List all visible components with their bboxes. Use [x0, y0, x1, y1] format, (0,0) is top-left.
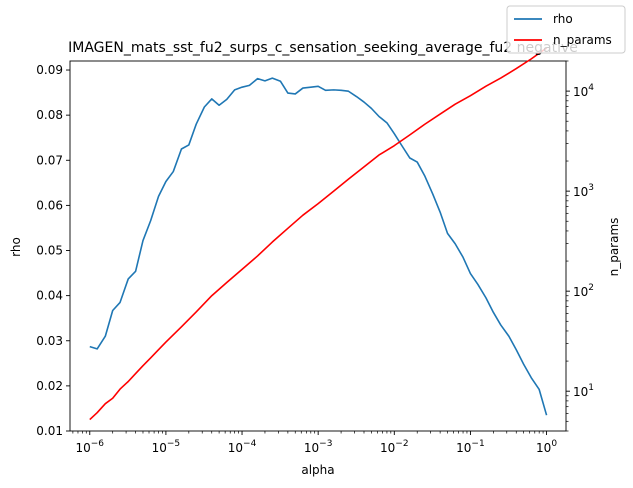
- left-y-axis-ticks: 0.01 0.02 0.03 0.04 0.05 0.06 0.07 0.08 0.09: [36, 63, 70, 438]
- x-tick-label: 100: [536, 439, 557, 455]
- legend-box: [506, 5, 626, 54]
- series-layer: [89, 47, 548, 421]
- left-y-tick-label: 0.02: [36, 379, 63, 393]
- right-y-tick-label: 104: [573, 83, 594, 99]
- left-y-axis-label: rho: [9, 237, 23, 257]
- left-y-tick-label: 0.08: [36, 108, 63, 122]
- right-y-axis-label: n_params: [607, 218, 621, 277]
- x-tick-label: 10−4: [228, 439, 257, 455]
- left-y-tick-label: 0.01: [36, 424, 63, 438]
- legend-rho-label: rho: [553, 12, 573, 26]
- left-y-tick-label: 0.03: [36, 334, 63, 348]
- plot-area: [69, 60, 567, 432]
- legend: rho n_params: [506, 5, 626, 54]
- left-y-tick-label: 0.09: [36, 63, 63, 77]
- series-line-n-params: [89, 47, 548, 421]
- left-y-tick-label: 0.07: [36, 153, 63, 167]
- legend-n-params-label: n_params: [553, 33, 612, 47]
- left-y-tick-label: 0.05: [36, 244, 63, 258]
- x-axis-label: alpha: [301, 463, 334, 477]
- left-y-tick-label: 0.06: [36, 198, 63, 212]
- right-y-tick-label: 101: [573, 383, 594, 399]
- plot-frame: [69, 60, 567, 432]
- x-tick-label: 10−2: [380, 439, 409, 455]
- x-tick-label: 10−1: [456, 439, 485, 455]
- right-y-axis-ticks: 101 102 103 104: [566, 60, 594, 432]
- x-tick-label: 10−5: [152, 439, 181, 455]
- right-y-tick-label: 102: [573, 283, 594, 299]
- chart-title: IMAGEN_mats_sst_fu2_surps_c_sensation_se…: [68, 40, 578, 56]
- right-y-tick-label: 103: [573, 183, 594, 199]
- series-line-rho: [89, 77, 548, 416]
- left-y-tick-label: 0.04: [36, 289, 63, 303]
- x-axis-ticks: 10−6 10−5 10−4 10−3 10−2 10−1 100: [72, 431, 557, 455]
- x-tick-label: 10−6: [75, 439, 104, 455]
- x-tick-label: 10−3: [304, 439, 333, 455]
